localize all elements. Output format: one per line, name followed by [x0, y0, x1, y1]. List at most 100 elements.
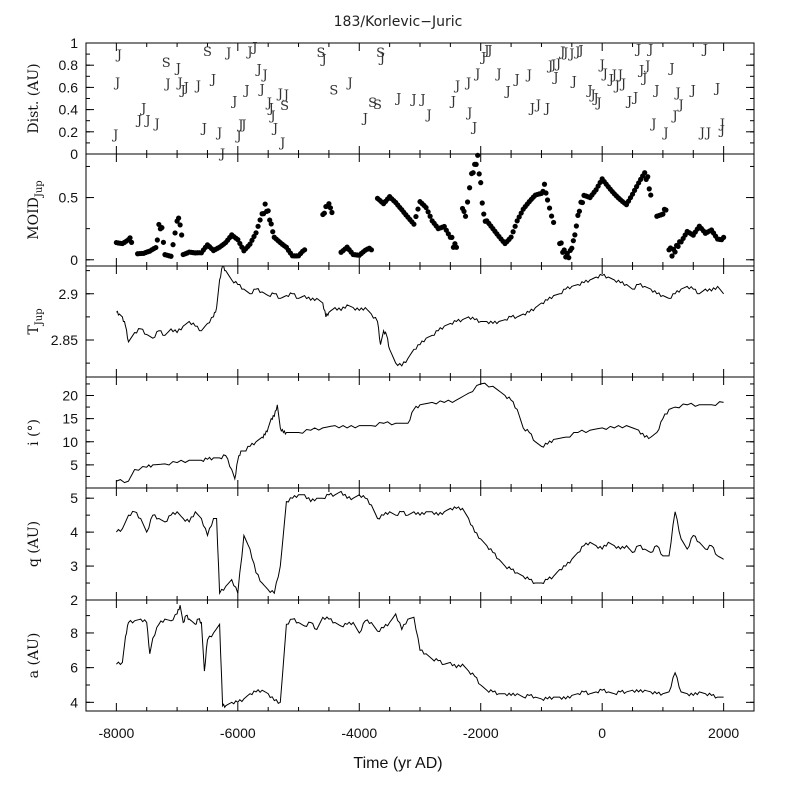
saturn-marker: S	[280, 99, 289, 114]
moid-point	[172, 230, 178, 236]
y-tick-label: 1	[70, 35, 78, 51]
moid-point	[179, 232, 185, 238]
jupiter-marker: J	[465, 106, 472, 121]
moid-point	[561, 247, 567, 253]
moid-point	[247, 241, 253, 247]
jupiter-marker: J	[549, 58, 556, 73]
y-tick-label: 10	[62, 434, 78, 450]
y-tick-label: 2.9	[59, 286, 79, 302]
panel-frame-q	[85, 487, 755, 601]
saturn-marker: S	[329, 84, 338, 99]
moid-point	[462, 213, 469, 219]
y-axis-label-incl: i (°)	[26, 419, 42, 446]
jupiter-marker: J	[236, 118, 243, 133]
jupiter-marker: J	[470, 120, 477, 135]
moid-point	[464, 199, 471, 205]
moid-point	[516, 214, 522, 220]
y-tick-label: 0.4	[59, 102, 79, 118]
panel-a: 4 6 8 a (AU)	[26, 599, 755, 712]
jupiter-marker: J	[713, 81, 720, 96]
moid-point	[543, 190, 549, 196]
jupiter-marker: J	[319, 53, 326, 68]
jupiter-marker: J	[670, 109, 677, 124]
moid-point	[449, 234, 455, 240]
jupiter-marker: J	[591, 91, 598, 106]
jupiter-marker: J	[485, 44, 492, 59]
moid-point	[153, 244, 159, 251]
jupiter-marker: J	[613, 79, 620, 94]
jupiter-marker: J	[661, 126, 668, 141]
moid-point	[566, 255, 572, 261]
jupiter-marker: J	[276, 87, 283, 102]
moid-point	[453, 244, 460, 250]
panel-frame-tjup	[85, 265, 755, 378]
moid-point	[478, 180, 484, 186]
jupiter-marker: J	[667, 61, 674, 76]
jupiter-marker: J	[257, 83, 264, 98]
y-tick-label: 8	[70, 625, 78, 641]
jupiter-marker: J	[573, 45, 580, 60]
moid-point	[326, 201, 332, 207]
jupiter-marker: J	[652, 84, 659, 99]
moid-point	[512, 223, 518, 229]
jupiter-marker: J	[152, 117, 159, 132]
jupiter-marker: J	[689, 84, 696, 99]
y-axis-label-moid: MOIDJup	[26, 180, 45, 239]
jupiter-marker: J	[278, 136, 285, 151]
jupiter-marker: J	[361, 111, 368, 126]
jupiter-marker: J	[115, 48, 122, 63]
moid-point	[672, 249, 678, 255]
jupiter-marker: J	[209, 73, 216, 88]
jupiter-marker: J	[215, 126, 222, 141]
moid-point	[481, 211, 487, 217]
jupiter-marker: J	[528, 101, 535, 116]
moid-point	[177, 222, 183, 228]
moid-point	[576, 208, 583, 214]
jupiter-marker: J	[643, 59, 650, 74]
moid-point	[255, 223, 261, 229]
jupiter-marker: J	[224, 46, 231, 61]
x-tick-label: 2000	[708, 725, 739, 741]
jupiter-marker: J	[254, 63, 261, 78]
moid-point	[721, 234, 727, 240]
moid-point	[268, 221, 274, 227]
chart-title: 183/Korlevic−Juric	[334, 14, 463, 30]
moid-point	[176, 215, 182, 221]
y-tick-label: 0	[70, 146, 78, 162]
moid-point	[573, 223, 579, 229]
y-tick-label: 0	[70, 252, 78, 268]
y-tick-label: 3	[70, 558, 78, 574]
moid-point	[648, 192, 654, 198]
jupiter-marker: J	[585, 84, 592, 99]
jupiter-marker: J	[265, 96, 272, 111]
y-tick-label: 0.2	[59, 124, 79, 140]
moid-point	[466, 185, 473, 191]
jupiter-marker: J	[701, 43, 708, 58]
moid-point	[159, 225, 165, 231]
y-axis-label-q: q (AU)	[26, 521, 42, 567]
jupiter-marker: J	[631, 90, 638, 105]
x-tick-label: -2000	[463, 725, 499, 741]
jupiter-marker: J	[239, 118, 246, 133]
jupiter-marker: J	[113, 76, 120, 91]
jupiter-marker: J	[494, 67, 501, 82]
moid-point	[170, 242, 176, 248]
x-tick-label: 0	[598, 725, 606, 741]
moid-point	[154, 237, 160, 243]
moid-point	[541, 181, 548, 187]
jupiter-marker: J	[543, 101, 550, 116]
jupiter-marker: J	[567, 47, 574, 62]
y-tick-label: 2	[70, 592, 78, 608]
moid-point	[270, 229, 276, 235]
moid-point	[514, 218, 520, 224]
moid-point	[579, 199, 586, 206]
jupiter-marker: J	[649, 117, 656, 132]
moid-point	[413, 213, 419, 220]
moid-point	[646, 186, 652, 192]
moid-point	[235, 237, 241, 243]
jupiter-marker: J	[704, 126, 711, 141]
moid-point	[160, 239, 167, 245]
